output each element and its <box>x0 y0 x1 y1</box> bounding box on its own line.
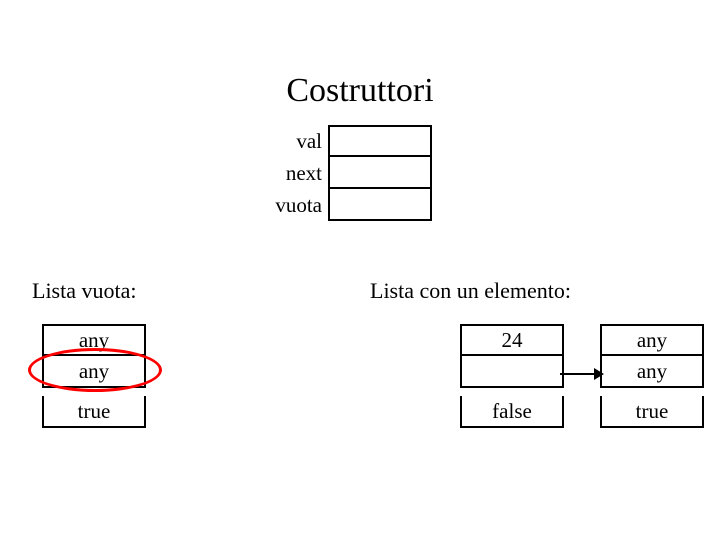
node-cell-next: any <box>42 356 146 388</box>
node-element-1: 24 false <box>460 324 564 428</box>
struct-label-val: val <box>266 125 322 157</box>
node-cell-val: 24 <box>460 324 564 356</box>
node-cell-val: any <box>42 324 146 356</box>
node-element-2: any any true <box>600 324 704 428</box>
struct-cell-val <box>328 125 432 157</box>
struct-label-vuota: vuota <box>266 189 322 221</box>
node-empty-list: any any true <box>42 324 146 428</box>
node-cell-vuota: true <box>42 396 146 428</box>
struct-cells <box>328 125 432 221</box>
struct-field-labels: val next vuota <box>266 125 322 221</box>
struct-cell-next <box>328 157 432 189</box>
page-title: Costruttori <box>286 72 433 110</box>
node-cell-vuota: false <box>460 396 564 428</box>
heading-lista-con-elemento: Lista con un elemento: <box>370 278 571 304</box>
node-cell-val: any <box>600 324 704 356</box>
heading-lista-vuota: Lista vuota: <box>32 278 136 304</box>
node-cell-next <box>460 356 564 388</box>
struct-label-next: next <box>266 157 322 189</box>
node-cell-vuota: true <box>600 396 704 428</box>
pointer-arrow-icon <box>558 362 604 386</box>
struct-cell-vuota <box>328 189 432 221</box>
node-cell-next: any <box>600 356 704 388</box>
